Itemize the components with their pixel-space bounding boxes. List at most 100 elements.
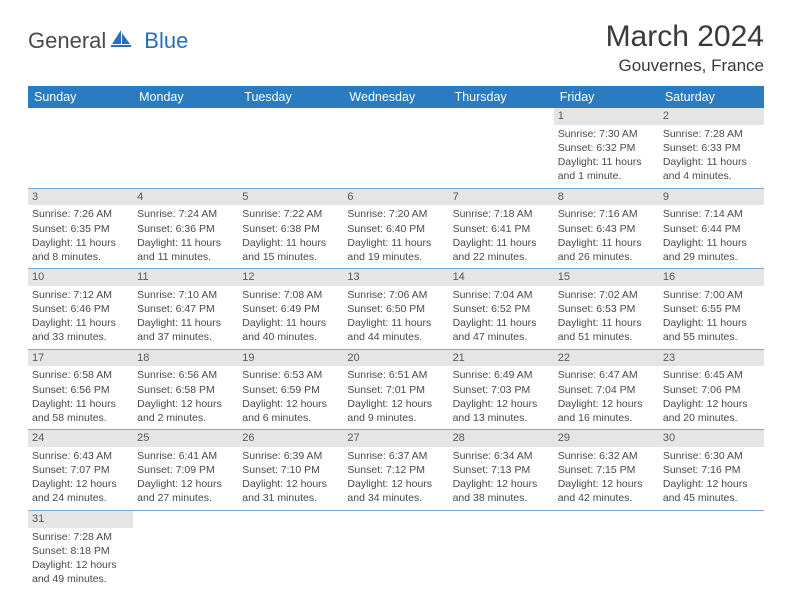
sunset-line: Sunset: 6:32 PM	[558, 141, 655, 155]
calendar-cell	[133, 108, 238, 188]
calendar-cell	[238, 108, 343, 188]
day-number: 3	[28, 189, 133, 206]
calendar-cell: 1Sunrise: 7:30 AMSunset: 6:32 PMDaylight…	[554, 108, 659, 188]
daylight-line: and 20 minutes.	[663, 411, 760, 425]
calendar-cell: 28Sunrise: 6:34 AMSunset: 7:13 PMDayligh…	[449, 430, 554, 511]
sunrise-line: Sunrise: 7:22 AM	[242, 207, 339, 221]
day-number: 28	[449, 430, 554, 447]
weekday-header: Sunday	[28, 86, 133, 108]
calendar-cell: 8Sunrise: 7:16 AMSunset: 6:43 PMDaylight…	[554, 188, 659, 269]
sunrise-line: Sunrise: 6:51 AM	[347, 368, 444, 382]
sunset-line: Sunset: 6:56 PM	[32, 383, 129, 397]
daylight-line: and 47 minutes.	[453, 330, 550, 344]
sunset-line: Sunset: 6:52 PM	[453, 302, 550, 316]
sunset-line: Sunset: 7:01 PM	[347, 383, 444, 397]
daylight-line: and 16 minutes.	[558, 411, 655, 425]
header: General Blue March 2024 Gouvernes, Franc…	[28, 20, 764, 76]
calendar-cell: 24Sunrise: 6:43 AMSunset: 7:07 PMDayligh…	[28, 430, 133, 511]
daylight-line: Daylight: 11 hours	[242, 236, 339, 250]
daylight-line: Daylight: 11 hours	[32, 236, 129, 250]
sunrise-line: Sunrise: 7:02 AM	[558, 288, 655, 302]
day-number: 23	[659, 350, 764, 367]
daylight-line: Daylight: 11 hours	[558, 155, 655, 169]
sunrise-line: Sunrise: 7:20 AM	[347, 207, 444, 221]
calendar-week-row: 10Sunrise: 7:12 AMSunset: 6:46 PMDayligh…	[28, 269, 764, 350]
daylight-line: and 51 minutes.	[558, 330, 655, 344]
daylight-line: Daylight: 12 hours	[347, 397, 444, 411]
calendar-week-row: 17Sunrise: 6:58 AMSunset: 6:56 PMDayligh…	[28, 349, 764, 430]
sunrise-line: Sunrise: 6:34 AM	[453, 449, 550, 463]
daylight-line: and 44 minutes.	[347, 330, 444, 344]
calendar-cell: 13Sunrise: 7:06 AMSunset: 6:50 PMDayligh…	[343, 269, 448, 350]
day-number: 4	[133, 189, 238, 206]
daylight-line: and 8 minutes.	[32, 250, 129, 264]
empty-day	[449, 108, 554, 124]
daylight-line: and 19 minutes.	[347, 250, 444, 264]
calendar-cell	[343, 510, 448, 590]
calendar-cell: 21Sunrise: 6:49 AMSunset: 7:03 PMDayligh…	[449, 349, 554, 430]
daylight-line: Daylight: 12 hours	[347, 477, 444, 491]
sunset-line: Sunset: 6:44 PM	[663, 222, 760, 236]
daylight-line: and 29 minutes.	[663, 250, 760, 264]
logo-text-blue: Blue	[144, 28, 188, 54]
sunrise-line: Sunrise: 7:30 AM	[558, 127, 655, 141]
day-number: 12	[238, 269, 343, 286]
calendar-cell: 5Sunrise: 7:22 AMSunset: 6:38 PMDaylight…	[238, 188, 343, 269]
daylight-line: Daylight: 12 hours	[32, 477, 129, 491]
day-number: 25	[133, 430, 238, 447]
daylight-line: and 34 minutes.	[347, 491, 444, 505]
daylight-line: Daylight: 11 hours	[453, 316, 550, 330]
sunrise-line: Sunrise: 6:41 AM	[137, 449, 234, 463]
daylight-line: and 31 minutes.	[242, 491, 339, 505]
sunset-line: Sunset: 7:15 PM	[558, 463, 655, 477]
sunset-line: Sunset: 6:40 PM	[347, 222, 444, 236]
sunrise-line: Sunrise: 6:37 AM	[347, 449, 444, 463]
daylight-line: Daylight: 12 hours	[558, 477, 655, 491]
sunset-line: Sunset: 7:04 PM	[558, 383, 655, 397]
daylight-line: and 26 minutes.	[558, 250, 655, 264]
day-number: 15	[554, 269, 659, 286]
weekday-header-row: SundayMondayTuesdayWednesdayThursdayFrid…	[28, 86, 764, 108]
sunrise-line: Sunrise: 7:08 AM	[242, 288, 339, 302]
day-number: 11	[133, 269, 238, 286]
calendar-cell: 16Sunrise: 7:00 AMSunset: 6:55 PMDayligh…	[659, 269, 764, 350]
sunrise-line: Sunrise: 6:53 AM	[242, 368, 339, 382]
sunrise-line: Sunrise: 7:16 AM	[558, 207, 655, 221]
day-number: 8	[554, 189, 659, 206]
day-number: 6	[343, 189, 448, 206]
sunrise-line: Sunrise: 6:49 AM	[453, 368, 550, 382]
calendar-cell: 17Sunrise: 6:58 AMSunset: 6:56 PMDayligh…	[28, 349, 133, 430]
day-number: 13	[343, 269, 448, 286]
calendar-cell	[554, 510, 659, 590]
calendar-week-row: 3Sunrise: 7:26 AMSunset: 6:35 PMDaylight…	[28, 188, 764, 269]
day-number: 24	[28, 430, 133, 447]
calendar-cell: 2Sunrise: 7:28 AMSunset: 6:33 PMDaylight…	[659, 108, 764, 188]
daylight-line: Daylight: 12 hours	[242, 397, 339, 411]
sunrise-line: Sunrise: 7:18 AM	[453, 207, 550, 221]
daylight-line: and 9 minutes.	[347, 411, 444, 425]
daylight-line: and 38 minutes.	[453, 491, 550, 505]
day-number: 10	[28, 269, 133, 286]
daylight-line: and 42 minutes.	[558, 491, 655, 505]
logo-text-general: General	[28, 28, 106, 54]
calendar-cell	[449, 510, 554, 590]
daylight-line: and 1 minute.	[558, 169, 655, 183]
sunrise-line: Sunrise: 7:28 AM	[32, 530, 129, 544]
sunset-line: Sunset: 6:36 PM	[137, 222, 234, 236]
sunrise-line: Sunrise: 7:00 AM	[663, 288, 760, 302]
day-number: 17	[28, 350, 133, 367]
daylight-line: Daylight: 11 hours	[32, 316, 129, 330]
sunrise-line: Sunrise: 7:28 AM	[663, 127, 760, 141]
daylight-line: and 22 minutes.	[453, 250, 550, 264]
daylight-line: Daylight: 12 hours	[663, 397, 760, 411]
daylight-line: Daylight: 12 hours	[137, 477, 234, 491]
daylight-line: and 40 minutes.	[242, 330, 339, 344]
daylight-line: Daylight: 11 hours	[137, 236, 234, 250]
daylight-line: and 37 minutes.	[137, 330, 234, 344]
sunrise-line: Sunrise: 7:10 AM	[137, 288, 234, 302]
calendar-cell: 9Sunrise: 7:14 AMSunset: 6:44 PMDaylight…	[659, 188, 764, 269]
daylight-line: Daylight: 11 hours	[663, 316, 760, 330]
calendar-cell: 4Sunrise: 7:24 AMSunset: 6:36 PMDaylight…	[133, 188, 238, 269]
sunset-line: Sunset: 6:50 PM	[347, 302, 444, 316]
daylight-line: Daylight: 11 hours	[453, 236, 550, 250]
